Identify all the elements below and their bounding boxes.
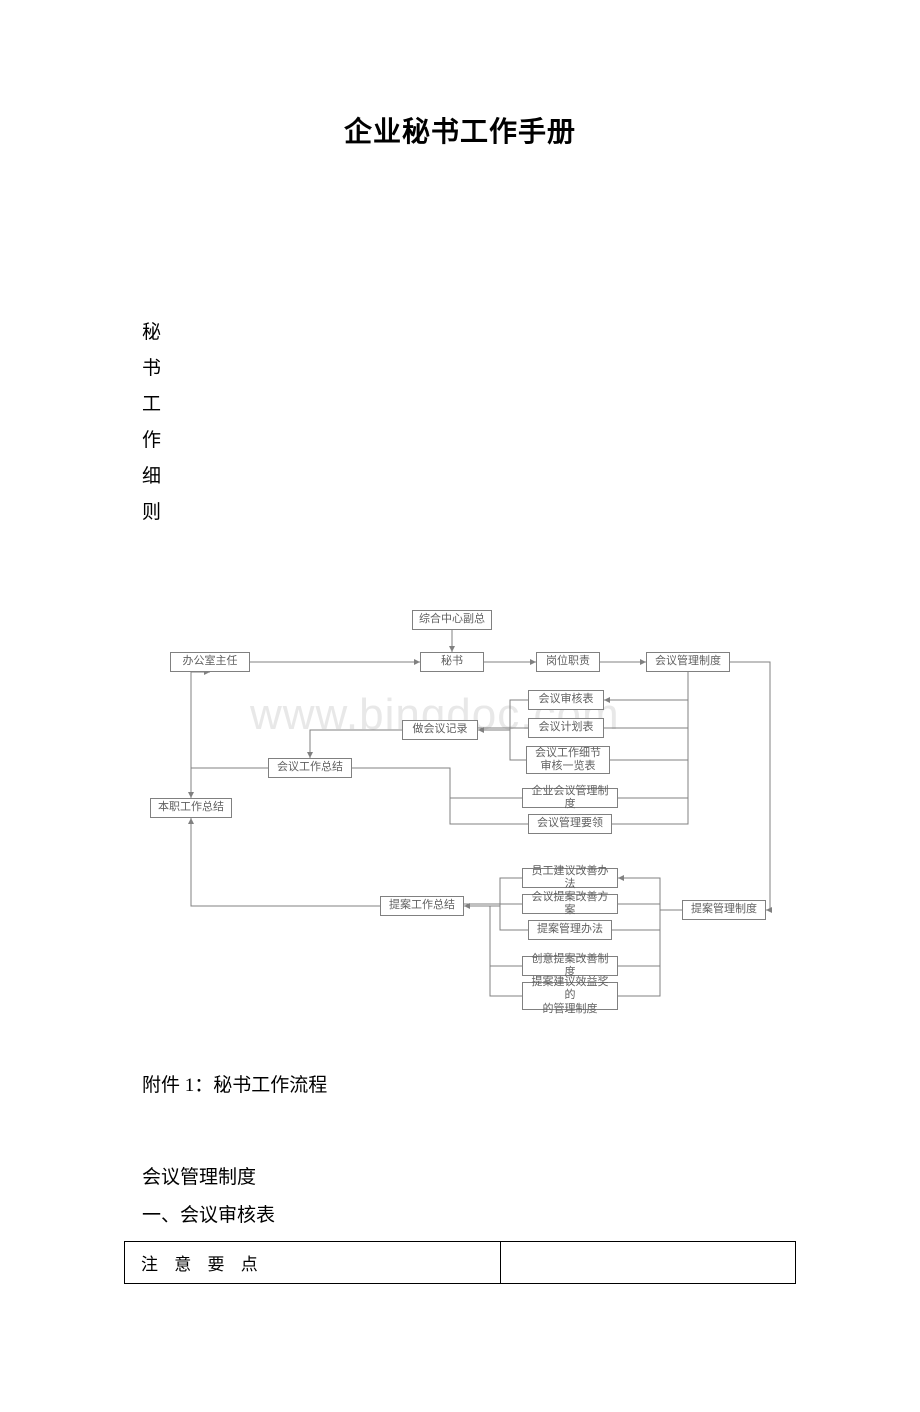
vertical-subtitle: 秘 书 工 作 细 则 <box>142 315 161 531</box>
flowchart-edges <box>150 610 800 1050</box>
table-row: 注 意 要 点 <box>125 1242 796 1284</box>
subtitle-char: 则 <box>142 495 161 531</box>
flowchart-node: 提案管理办法 <box>528 920 612 940</box>
flowchart-node: 提案建议效益奖的的管理制度 <box>522 982 618 1010</box>
flowchart-node: 创意提案改善制度 <box>522 956 618 976</box>
attachment-label: 附件 1：秘书工作流程 <box>142 1070 327 1097</box>
flowchart-edge <box>618 904 682 910</box>
subtitle-char: 工 <box>142 387 161 423</box>
flowchart-edge <box>464 878 522 906</box>
flowchart-node: 会议管理制度 <box>646 652 730 672</box>
flowchart-node: 综合中心副总 <box>412 610 492 630</box>
flowchart-edge <box>610 672 688 760</box>
flowchart-node: 会议计划表 <box>528 718 604 738</box>
flowchart-node: 秘书 <box>420 652 484 672</box>
section-heading-1: 会议管理制度 <box>142 1162 256 1189</box>
flowchart-node: 员工建议改善办法 <box>522 868 618 888</box>
flowchart-node: 办公室主任 <box>170 652 250 672</box>
flowchart-edge <box>450 768 528 824</box>
flowchart-edge <box>618 672 688 798</box>
flowchart-edge <box>612 910 682 930</box>
subtitle-char: 作 <box>142 423 161 459</box>
subtitle-char: 秘 <box>142 315 161 351</box>
flowchart-node: 企业会议管理制度 <box>522 788 618 808</box>
flowchart-node: 会议工作总结 <box>268 758 352 778</box>
page-title: 企业秘书工作手册 <box>0 110 920 150</box>
flowchart-node: 岗位职责 <box>536 652 600 672</box>
table-cell: 注 意 要 点 <box>125 1242 501 1284</box>
section-heading-2: 一、会议审核表 <box>142 1200 275 1227</box>
subtitle-char: 书 <box>142 351 161 387</box>
flowchart-node: 会议管理要领 <box>528 814 612 834</box>
flowchart-edge <box>191 768 268 798</box>
flowchart-edge <box>730 662 770 910</box>
flowchart-edge <box>478 700 528 730</box>
flowchart-node: 会议审核表 <box>528 690 604 710</box>
review-table: 注 意 要 点 <box>124 1241 796 1284</box>
flowchart-node: 提案管理制度 <box>682 900 766 920</box>
flowchart-edge <box>618 878 682 910</box>
flowchart-edge <box>612 672 688 824</box>
flowchart-edge <box>490 906 522 996</box>
flowchart-edge <box>352 768 522 798</box>
subtitle-char: 细 <box>142 459 161 495</box>
flowchart-edge <box>490 906 522 966</box>
flowchart-node: 提案工作总结 <box>380 896 464 916</box>
flowchart-edge <box>191 818 380 906</box>
flowchart-node: 做会议记录 <box>402 720 478 740</box>
flowchart-edge <box>604 672 688 700</box>
flowchart-edge <box>618 910 682 996</box>
flowchart-edge <box>618 910 682 966</box>
flowchart-edge <box>510 730 526 760</box>
flowchart-node: 会议工作细节审核一览表 <box>526 746 610 774</box>
flowchart-node: 会议提案改善方案 <box>522 894 618 914</box>
flowchart-container: 综合中心副总办公室主任 秘书 岗位职责 会议管理制度会议审核表做会议记录 会议计划表会议… <box>150 610 800 1050</box>
flowchart-edge <box>310 730 402 758</box>
table-cell <box>500 1242 795 1284</box>
flowchart-node: 本职工作总结 <box>150 798 232 818</box>
flowchart-edge <box>191 672 210 798</box>
